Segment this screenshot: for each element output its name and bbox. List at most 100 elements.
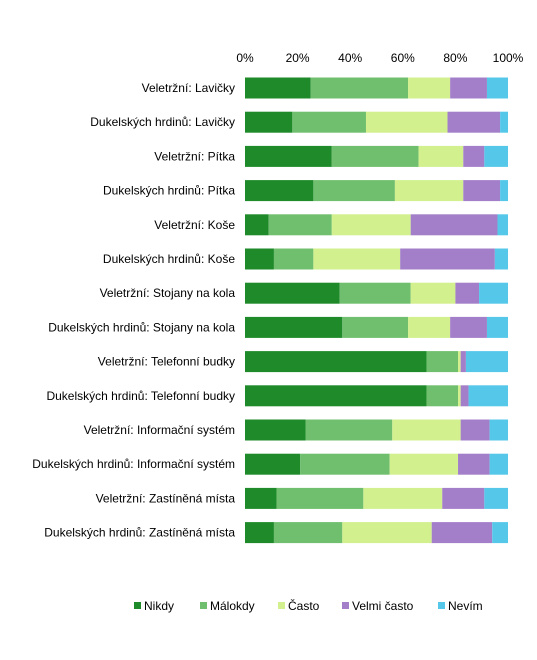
bar-segment xyxy=(479,282,508,304)
bar-segment xyxy=(463,180,501,202)
category-label: Veletržní: Telefonní budky xyxy=(98,355,235,369)
bar-segment xyxy=(458,385,461,407)
bar-segment xyxy=(450,77,487,99)
bar-segment xyxy=(268,214,332,236)
bar-segment xyxy=(331,145,419,167)
bar-segment xyxy=(310,77,409,99)
bar-segment xyxy=(458,453,490,475)
bar-segment xyxy=(331,214,411,236)
bar-segment xyxy=(486,316,508,338)
bar-segment xyxy=(313,180,395,202)
bar-segment xyxy=(305,419,393,441)
bar-segment xyxy=(460,419,490,441)
bar-segment xyxy=(486,77,508,99)
legend: Nikdy Málokdy Často Velmi často Nevím xyxy=(134,598,483,613)
bar-segment xyxy=(245,145,332,167)
category-label: Dukelských hrdinů: Telefonní budky xyxy=(46,389,235,403)
category-label: Dukelských hrdinů: Koše xyxy=(103,252,235,266)
legend-swatch xyxy=(200,602,207,609)
category-labels: Veletržní: Lavičky Dukelských hrdinů: Lav… xyxy=(32,81,235,540)
x-tick-label: 80% xyxy=(443,51,467,65)
bar-segment xyxy=(492,522,508,544)
bar-segment xyxy=(408,77,451,99)
x-tick-label: 100% xyxy=(493,51,524,65)
bar-segment xyxy=(410,282,456,304)
bar-segment xyxy=(342,522,432,544)
bar-segment xyxy=(245,385,427,407)
x-tick-label: 0% xyxy=(236,51,254,65)
bar-segment xyxy=(458,351,461,373)
bar-segment xyxy=(339,282,411,304)
bar-segment xyxy=(394,180,464,202)
bar-segment xyxy=(484,145,508,167)
bar-segment xyxy=(418,145,464,167)
legend-swatch xyxy=(438,602,445,609)
bar-segment xyxy=(342,316,409,338)
bar-segment xyxy=(460,385,469,407)
x-tick-label: 20% xyxy=(286,51,310,65)
category-label: Dukelských hrdinů: Pítka xyxy=(103,184,235,198)
category-label: Dukelských hrdinů: Zastíněná místa xyxy=(44,526,235,540)
x-tick-label: 40% xyxy=(338,51,362,65)
legend-swatch xyxy=(134,602,141,609)
bar-segment xyxy=(426,385,459,407)
category-label: Veletržní: Zastíněná místa xyxy=(96,491,236,505)
bar-segment xyxy=(363,487,443,509)
bar-segment xyxy=(313,248,401,270)
bar-segment xyxy=(500,180,508,202)
legend-label: Často xyxy=(288,598,320,613)
bar-segment xyxy=(426,351,459,373)
legend-swatch xyxy=(342,602,349,609)
bar-segment xyxy=(494,248,508,270)
category-label: Dukelských hrdinů: Lavičky xyxy=(90,115,235,129)
category-label: Veletržní: Stojany na kola xyxy=(100,286,236,300)
bar-segment xyxy=(273,522,343,544)
bar-segment xyxy=(455,282,480,304)
legend-label: Nevím xyxy=(448,599,483,613)
bar-segment xyxy=(489,419,508,441)
bar-segment xyxy=(245,419,306,441)
bar-segment xyxy=(245,522,274,544)
bar-segment xyxy=(463,145,485,167)
category-label: Veletržní: Informační systém xyxy=(84,423,235,437)
bar-segment xyxy=(245,316,343,338)
bar-stacks xyxy=(245,77,508,544)
bar-segment xyxy=(442,487,485,509)
category-label: Dukelských hrdinů: Informační systém xyxy=(32,457,235,471)
bar-segment xyxy=(400,248,495,270)
bar-segment xyxy=(468,385,508,407)
bar-segment xyxy=(497,214,508,236)
bar-segment xyxy=(389,453,459,475)
category-label: Veletržní: Koše xyxy=(154,218,235,232)
bar-segment xyxy=(245,180,314,202)
legend-label: Velmi často xyxy=(352,599,414,613)
bar-segment xyxy=(245,248,274,270)
bar-segment xyxy=(276,487,364,509)
bar-segment xyxy=(273,248,314,270)
category-label: Veletržní: Lavičky xyxy=(142,81,235,95)
bar-segment xyxy=(245,77,311,99)
x-tick-label: 60% xyxy=(391,51,415,65)
legend-swatch xyxy=(278,602,285,609)
bar-segment xyxy=(460,351,466,373)
bar-segment xyxy=(245,214,269,236)
bar-segment xyxy=(245,111,293,133)
bar-segment xyxy=(489,453,508,475)
bar-segment xyxy=(292,111,366,133)
bar-segment xyxy=(500,111,508,133)
bar-segment xyxy=(392,419,461,441)
x-axis-ticks: 0% 20% 40% 60% 80% 100% xyxy=(236,51,523,65)
bar-segment xyxy=(300,453,390,475)
category-label: Dukelských hrdinů: Stojany na kola xyxy=(48,320,235,334)
bar-segment xyxy=(484,487,508,509)
bar-segment xyxy=(450,316,487,338)
bar-segment xyxy=(365,111,448,133)
bar-segment xyxy=(245,453,301,475)
bar-segment xyxy=(245,487,277,509)
category-label: Veletržní: Pítka xyxy=(154,149,235,163)
bar-segment xyxy=(410,214,498,236)
bar-segment xyxy=(245,282,340,304)
legend-label: Nikdy xyxy=(144,599,174,613)
legend-label: Málokdy xyxy=(210,599,255,613)
